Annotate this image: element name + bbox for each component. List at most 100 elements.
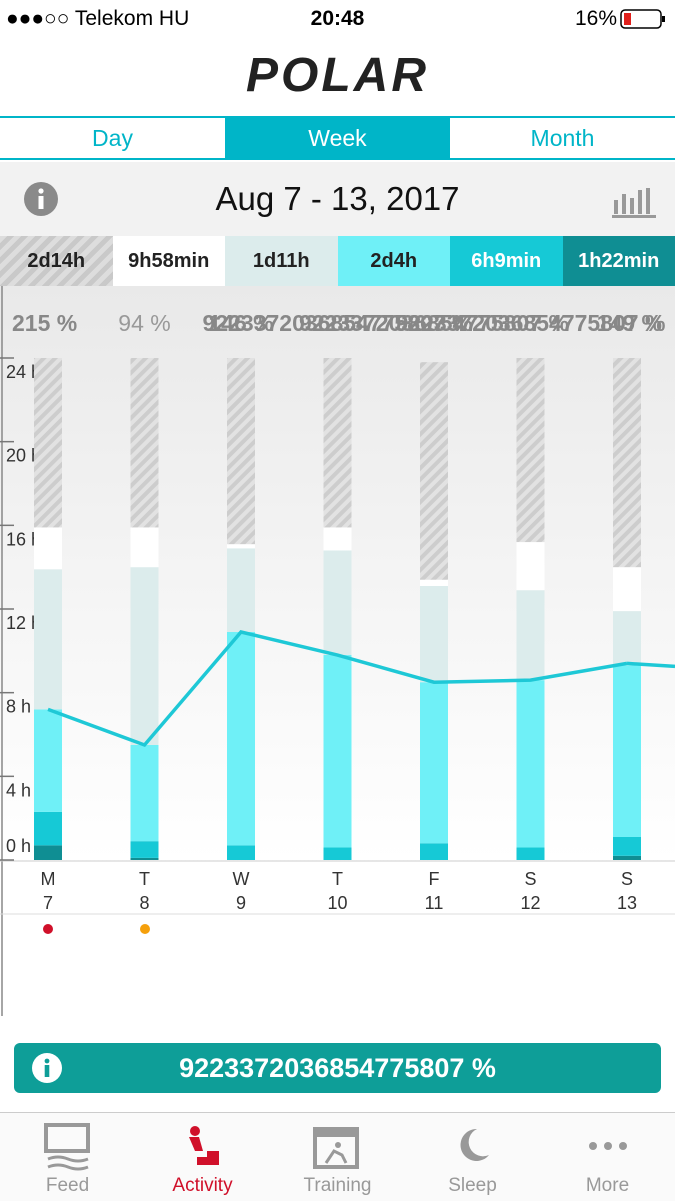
- bar-segment: [34, 569, 62, 709]
- status-bar: ●●●○○ Telekom HU 20:48 16%: [0, 0, 675, 38]
- bar-segment: [227, 845, 255, 860]
- tab[interactable]: Day: [0, 118, 225, 158]
- bar-segment: [324, 655, 352, 847]
- bar-segment: [131, 358, 159, 527]
- bar-segment: [34, 527, 62, 569]
- bar-segment: [613, 567, 641, 611]
- banner-text: 9223372036854775807 %: [179, 1053, 496, 1084]
- nav-item[interactable]: Training: [270, 1113, 405, 1201]
- sleep-icon: [455, 1127, 491, 1163]
- bar-segment: [324, 550, 352, 655]
- bar-segment: [34, 709, 62, 811]
- bar-segment: [34, 358, 62, 527]
- nav-item-active[interactable]: Activity: [135, 1113, 270, 1201]
- y-tick-label: 4 h: [6, 780, 31, 800]
- event-dot: [43, 924, 53, 934]
- activity-icon: [181, 1125, 225, 1169]
- y-tick-label: 8 h: [6, 697, 31, 717]
- x-tick-label: W: [233, 869, 250, 889]
- nav-label: Training: [270, 1175, 405, 1197]
- battery-icon: [620, 9, 666, 29]
- x-date-label: 13: [617, 893, 637, 913]
- x-tick-label: S: [621, 869, 633, 889]
- x-tick-label: T: [139, 869, 150, 889]
- bar-segment: [420, 682, 448, 843]
- x-date-label: 8: [139, 893, 149, 913]
- x-date-label: 11: [425, 893, 444, 913]
- feed-icon: [44, 1123, 92, 1171]
- bar-segment: [420, 586, 448, 682]
- bar-segment: [517, 680, 545, 847]
- summary-strip: 2d14h 9h58min 1d11h 2d4h 6h9min 1h22min: [0, 236, 675, 286]
- nav-label: Activity: [135, 1175, 270, 1197]
- x-tick-label: F: [429, 869, 440, 889]
- event-dot: [140, 924, 150, 934]
- info-icon: [32, 1053, 62, 1083]
- x-tick-label: M: [41, 869, 56, 889]
- summary-cell: 1d11h: [225, 236, 338, 286]
- training-icon: [312, 1123, 362, 1171]
- more-icon: [588, 1141, 628, 1151]
- x-date-label: 7: [43, 893, 53, 913]
- nav-item[interactable]: Feed: [0, 1113, 135, 1201]
- summary-cell: 2d14h: [0, 236, 113, 286]
- x-tick-label: S: [524, 869, 536, 889]
- bar-segment: [420, 362, 448, 580]
- bar-segment: [420, 580, 448, 586]
- tab-selected[interactable]: Week: [225, 118, 450, 158]
- bar-segment: [227, 358, 255, 544]
- bar-segment: [227, 632, 255, 845]
- bar-segment: [613, 837, 641, 856]
- bar-segment: [613, 665, 641, 837]
- summary-cell: 6h9min: [450, 236, 563, 286]
- summary-cell: 9h58min: [113, 236, 226, 286]
- bar-segment: [227, 544, 255, 548]
- info-icon[interactable]: [24, 182, 58, 216]
- bar-segment: [613, 611, 641, 665]
- bottom-nav: Feed Activity Training Sleep More: [0, 1112, 675, 1201]
- status-banner[interactable]: 9223372036854775807 %: [14, 1043, 661, 1093]
- bar-segment: [517, 847, 545, 860]
- day-percentage: 215 %: [12, 310, 77, 336]
- summary-cell: 2d4h: [338, 236, 451, 286]
- chart-toggle[interactable]: [612, 184, 656, 218]
- nav-item[interactable]: Sleep: [405, 1113, 540, 1201]
- bar-segment: [34, 812, 62, 845]
- period-tabs: Day Week Month: [0, 116, 675, 160]
- bar-segment: [131, 858, 159, 860]
- day-percentage: 94 %: [118, 310, 170, 336]
- x-date-label: 10: [327, 893, 347, 913]
- bar-segment: [517, 358, 545, 542]
- bar-segment: [613, 358, 641, 567]
- bar-segment: [131, 745, 159, 841]
- bar-segment: [613, 856, 641, 860]
- battery-level: 16%: [575, 7, 617, 31]
- date-range: Aug 7 - 13, 2017: [215, 180, 459, 218]
- bar-segment: [131, 841, 159, 858]
- nav-label: More: [540, 1175, 675, 1197]
- bar-segment: [517, 590, 545, 680]
- date-header: Aug 7 - 13, 2017: [0, 162, 675, 236]
- bar-segment: [34, 845, 62, 860]
- tab[interactable]: Month: [450, 118, 675, 158]
- nav-label: Feed: [0, 1175, 135, 1197]
- day-percentage: 149 %: [597, 310, 662, 336]
- bar-segment: [227, 548, 255, 632]
- logo: POLAR: [0, 48, 675, 103]
- bar-segment: [324, 358, 352, 527]
- nav-label: Sleep: [405, 1175, 540, 1197]
- bar-segment: [517, 542, 545, 590]
- x-date-label: 12: [520, 893, 540, 913]
- summary-cell: 1h22min: [563, 236, 675, 286]
- clock: 20:48: [0, 7, 675, 31]
- x-date-label: 9: [236, 893, 246, 913]
- bar-segment: [420, 843, 448, 860]
- x-tick-label: T: [332, 869, 343, 889]
- bar-segment: [131, 567, 159, 745]
- bar-segment: [324, 527, 352, 550]
- nav-item[interactable]: More: [540, 1113, 675, 1201]
- bar-segment: [131, 527, 159, 567]
- y-tick-label: 0 h: [6, 836, 31, 856]
